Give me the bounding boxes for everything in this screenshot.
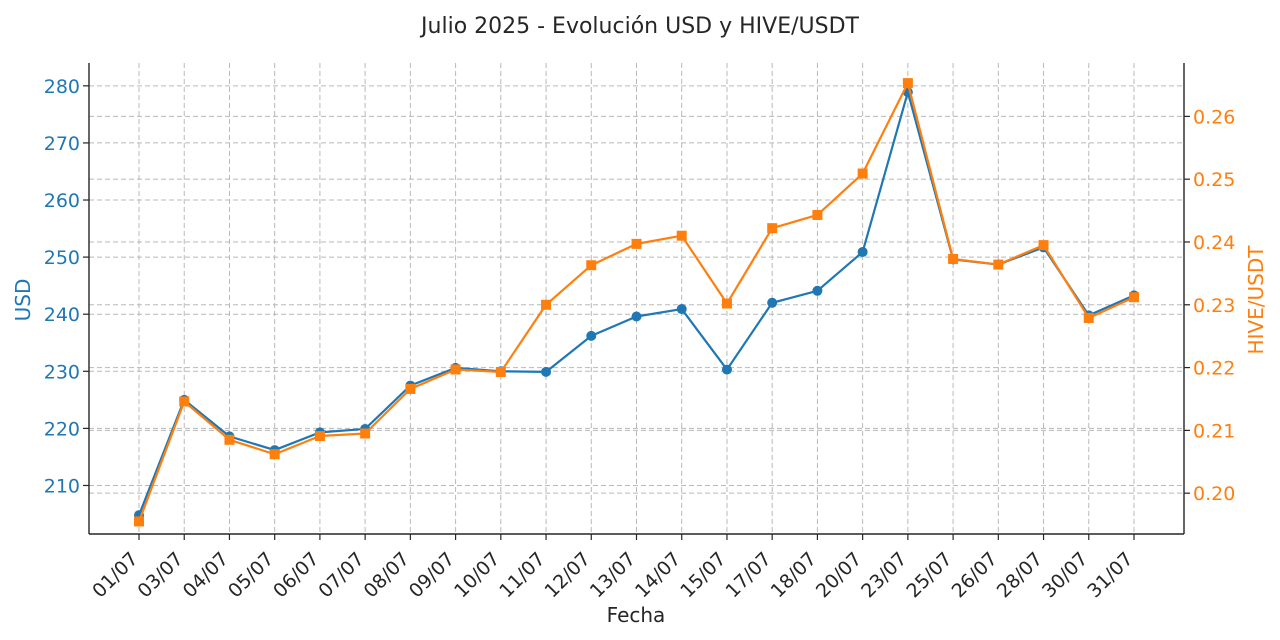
x-tick-label: 13/07 (586, 548, 640, 602)
left-y-tick-label: 230 (44, 361, 80, 383)
hive-usdt-data-point (993, 259, 1004, 270)
hive-usdt-data-point (495, 366, 506, 377)
x-tick-label: 30/07 (1038, 548, 1092, 602)
hive-usdt-data-point (360, 428, 371, 439)
left-y-axis-label: USD (11, 279, 35, 322)
hive-usdt-data-point (224, 434, 235, 445)
hive-usdt-data-point (586, 260, 597, 271)
hive-usdt-data-point (902, 78, 913, 89)
usd-data-point (631, 311, 642, 322)
x-tick-label: 10/07 (450, 548, 504, 602)
right-y-axis-label: HIVE/USDT (1244, 245, 1268, 355)
x-tick-label: 18/07 (767, 548, 821, 602)
x-tick-label: 06/07 (269, 548, 323, 602)
right-y-tick-label: 0.24 (1193, 232, 1235, 254)
hive-usdt-data-point (948, 253, 959, 264)
x-tick-label: 03/07 (133, 548, 187, 602)
left-y-tick-label: 210 (44, 475, 80, 497)
left-y-tick-label: 280 (44, 76, 80, 98)
x-tick-label: 28/07 (993, 548, 1047, 602)
x-tick-label: 05/07 (224, 548, 278, 602)
right-y-tick-label: 0.21 (1193, 420, 1235, 442)
x-tick-label: 31/07 (1083, 548, 1137, 602)
hive-usdt-data-point (676, 230, 687, 241)
hive-usdt-data-point (1129, 292, 1139, 303)
hive-usdt-data-point (857, 168, 868, 179)
hive-usdt-data-point (450, 364, 461, 375)
hive-usdt-data-point (405, 383, 416, 394)
grid-layer (89, 63, 1184, 534)
x-tick-label: 09/07 (405, 548, 459, 602)
hive-usdt-data-point (721, 298, 732, 309)
hive-usdt-data-point (179, 396, 190, 407)
right-y-tick-label: 0.20 (1193, 483, 1235, 505)
x-tick-label: 14/07 (631, 548, 685, 602)
x-tick-label: 20/07 (812, 548, 866, 602)
x-tick-label: 12/07 (541, 548, 595, 602)
left-y-tick-label: 240 (44, 304, 80, 326)
hive-usdt-data-point (812, 209, 823, 220)
usd-data-point (721, 364, 732, 375)
usd-data-point (676, 304, 687, 315)
hive-usdt-data-point (541, 299, 552, 310)
hive-usdt-data-point (314, 431, 325, 442)
usd-data-point (541, 366, 552, 377)
hive-usdt-data-point (1083, 312, 1094, 323)
usd-data-point (857, 246, 868, 257)
x-tick-label: 04/07 (179, 548, 233, 602)
hive-usdt-data-point (767, 223, 778, 234)
right-y-tick-label: 0.25 (1193, 169, 1235, 191)
x-tick-label: 08/07 (360, 548, 414, 602)
left-y-tick-label: 270 (44, 133, 80, 155)
hive-usdt-data-point (1038, 240, 1049, 251)
hive-usdt-data-point (631, 238, 642, 249)
x-axis-label: Fecha (607, 603, 666, 627)
usd-data-point (812, 285, 823, 296)
usd-data-point (586, 330, 597, 341)
chart-title: Julio 2025 - Evolución USD y HIVE/USDT (419, 14, 859, 39)
right-y-tick-label: 0.26 (1193, 106, 1235, 128)
x-tick-label: 26/07 (948, 548, 1002, 602)
x-tick-label: 07/07 (314, 548, 368, 602)
hive-usdt-data-point (269, 449, 280, 460)
left-y-tick-label: 250 (44, 247, 80, 269)
left-y-tick-label: 260 (44, 190, 80, 212)
hive-usdt-data-point (134, 516, 144, 527)
x-tick-label: 15/07 (676, 548, 730, 602)
x-tick-label: 01/07 (88, 548, 142, 602)
usd-data-point (767, 297, 778, 308)
x-tick-label: 17/07 (721, 548, 775, 602)
right-y-tick-label: 0.23 (1193, 295, 1235, 317)
x-tick-label: 23/07 (857, 548, 911, 602)
ticks-layer: 01/0703/0704/0705/0706/0707/0708/0709/07… (44, 76, 1236, 602)
right-y-tick-label: 0.22 (1193, 358, 1235, 380)
left-y-tick-label: 220 (44, 418, 80, 440)
x-tick-label: 11/07 (495, 548, 549, 602)
x-tick-label: 25/07 (902, 548, 956, 602)
series-layer (134, 78, 1139, 527)
